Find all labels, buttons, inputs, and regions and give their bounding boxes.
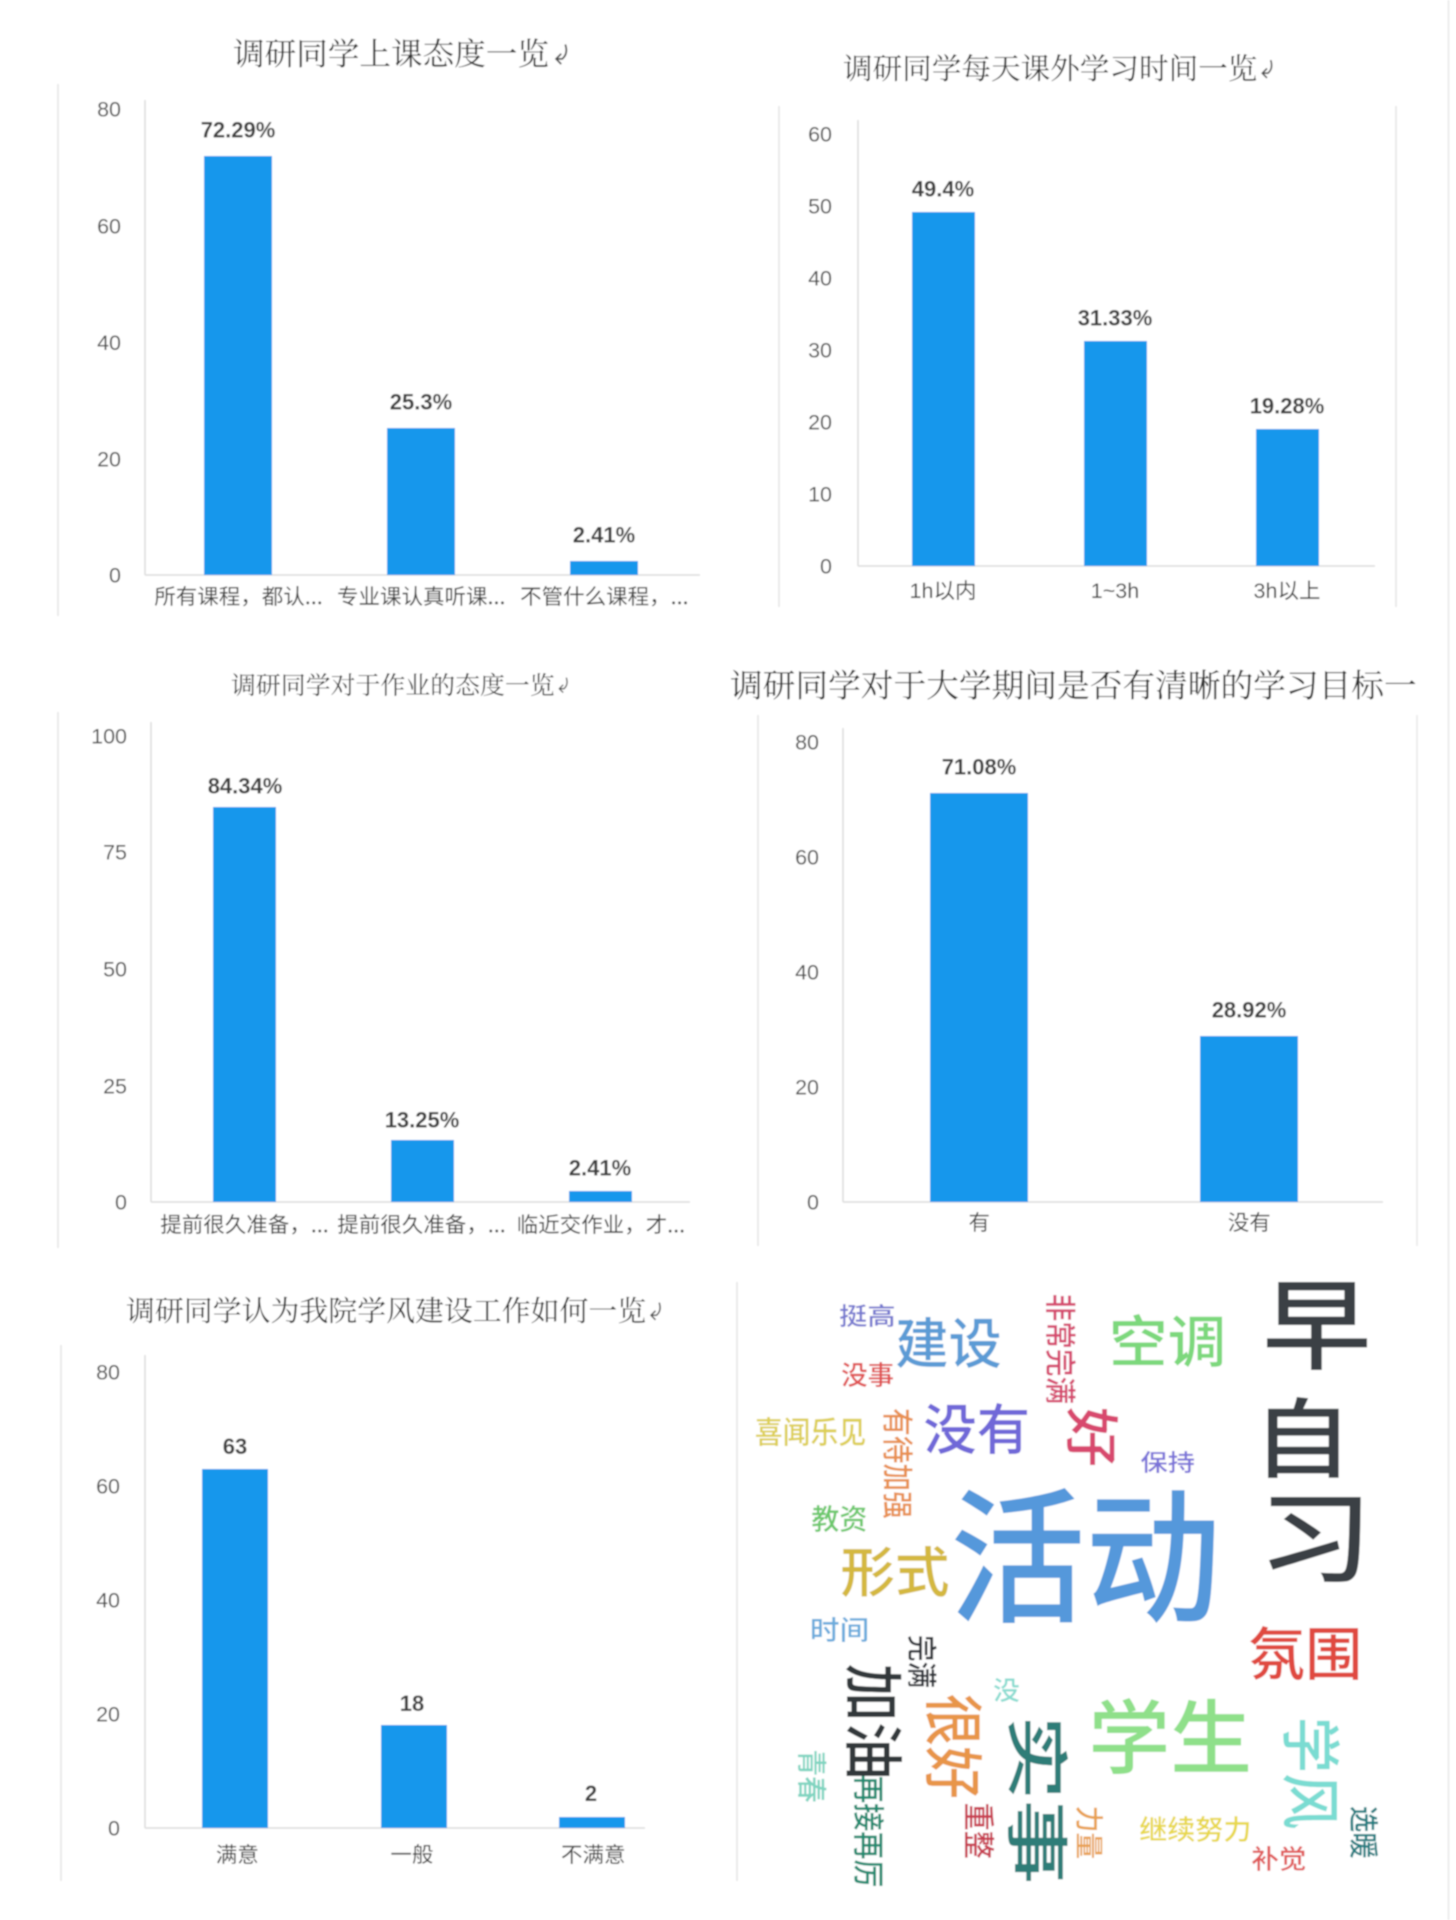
svg-text:30: 30 <box>808 339 832 363</box>
svg-text:50: 50 <box>808 195 832 219</box>
svg-text:80: 80 <box>97 98 121 122</box>
svg-text:0: 0 <box>108 1817 120 1841</box>
svg-text:60: 60 <box>97 215 121 239</box>
svg-text:25.3%: 25.3% <box>390 390 452 415</box>
svg-text:20: 20 <box>96 1703 120 1727</box>
svg-text:40: 40 <box>808 267 832 291</box>
svg-text:1~3h: 1~3h <box>1091 579 1139 603</box>
svg-text:20: 20 <box>795 1076 819 1100</box>
svg-text:2.41%: 2.41% <box>569 1156 631 1181</box>
svg-text:80: 80 <box>795 731 819 755</box>
svg-text:60: 60 <box>795 846 819 870</box>
svg-text:75: 75 <box>103 841 127 865</box>
svg-text:2.41%: 2.41% <box>573 523 635 548</box>
svg-text:2: 2 <box>585 1781 597 1806</box>
svg-text:63: 63 <box>223 1434 247 1459</box>
svg-text:28.92%: 28.92% <box>1212 998 1287 1023</box>
svg-text:50: 50 <box>103 958 127 982</box>
svg-text:84.34%: 84.34% <box>208 774 283 799</box>
svg-text:71.08%: 71.08% <box>942 755 1017 780</box>
svg-text:40: 40 <box>795 961 819 985</box>
svg-text:1h: 1h <box>910 579 934 603</box>
svg-text:20: 20 <box>808 411 832 435</box>
svg-text:60: 60 <box>808 123 832 147</box>
svg-text:40: 40 <box>97 331 121 355</box>
svg-text:40: 40 <box>96 1589 120 1613</box>
svg-text:10: 10 <box>808 483 832 507</box>
svg-text:18: 18 <box>400 1691 424 1716</box>
svg-text:72.29%: 72.29% <box>201 118 276 143</box>
svg-text:3h: 3h <box>1254 579 1278 603</box>
svg-text:80: 80 <box>96 1361 120 1385</box>
svg-text:20: 20 <box>97 448 121 472</box>
svg-text:49.4%: 49.4% <box>912 177 974 202</box>
svg-text:25: 25 <box>103 1075 127 1099</box>
svg-text:0: 0 <box>807 1191 819 1215</box>
svg-text:0: 0 <box>820 555 832 579</box>
svg-text:19.28%: 19.28% <box>1250 394 1325 419</box>
svg-text:0: 0 <box>115 1191 127 1215</box>
svg-text:31.33%: 31.33% <box>1078 306 1153 331</box>
svg-text:100: 100 <box>91 725 127 749</box>
svg-text:0: 0 <box>109 564 121 588</box>
svg-text:60: 60 <box>96 1475 120 1499</box>
svg-text:13.25%: 13.25% <box>385 1108 460 1133</box>
